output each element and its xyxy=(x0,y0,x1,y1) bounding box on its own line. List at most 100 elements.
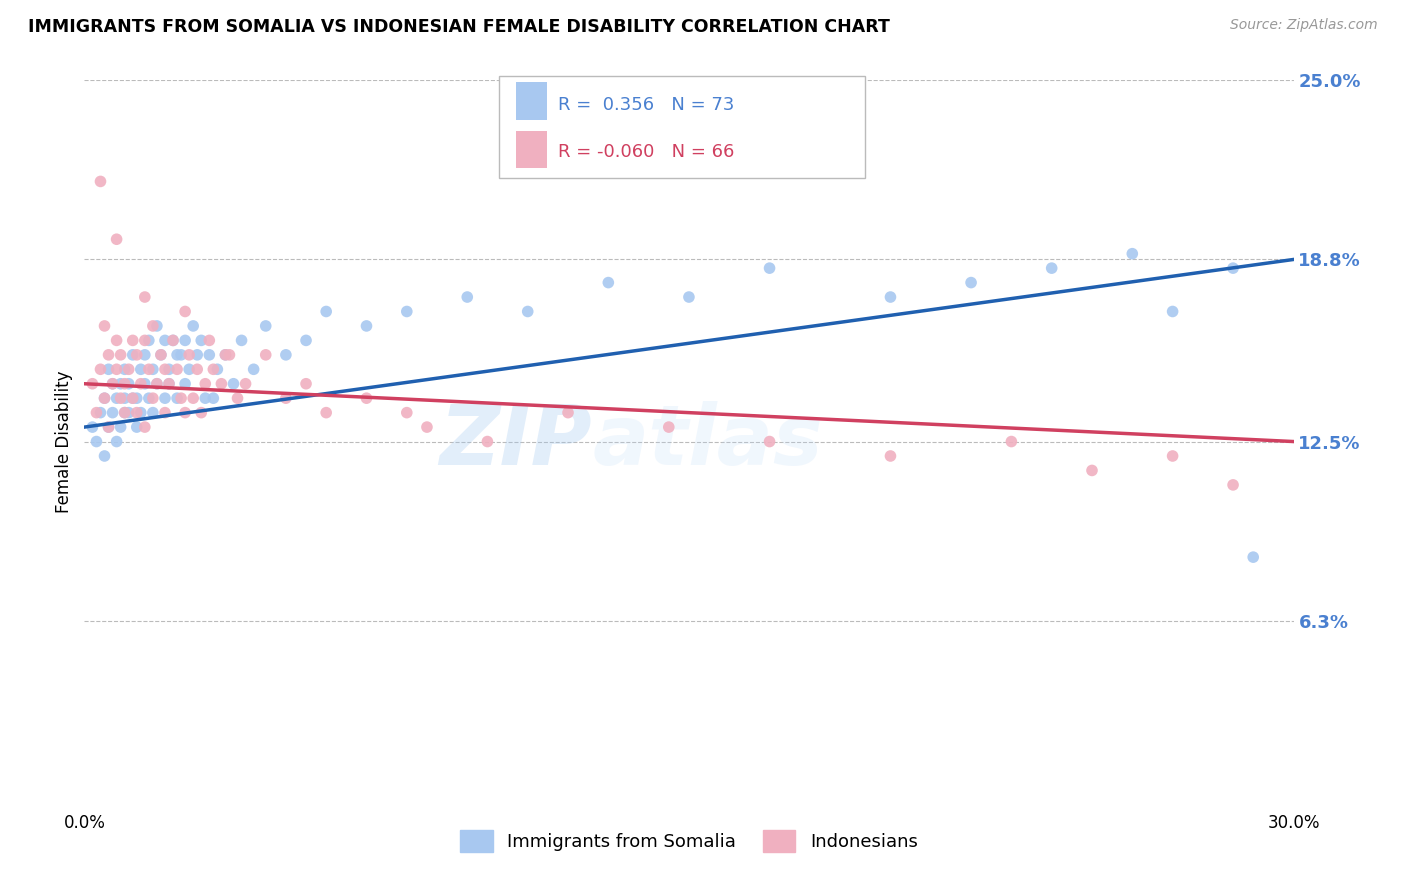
Point xyxy=(1222,478,1244,492)
Point xyxy=(138,334,160,348)
Point xyxy=(89,362,111,376)
Point xyxy=(179,362,201,376)
Point xyxy=(1222,261,1244,276)
Point xyxy=(138,391,160,405)
Point xyxy=(82,420,104,434)
Point xyxy=(395,406,418,420)
Point xyxy=(1161,449,1184,463)
Point xyxy=(142,362,165,376)
Point xyxy=(125,420,148,434)
Point xyxy=(242,362,264,376)
Point xyxy=(146,318,169,333)
Point xyxy=(134,290,156,304)
Point xyxy=(274,391,297,405)
Point xyxy=(134,376,156,391)
Point xyxy=(142,391,165,405)
Point xyxy=(114,362,136,376)
Point xyxy=(110,376,132,391)
Y-axis label: Female Disability: Female Disability xyxy=(55,370,73,513)
Point xyxy=(758,261,780,276)
Point xyxy=(198,348,221,362)
Point xyxy=(170,348,193,362)
Point xyxy=(153,406,176,420)
Point xyxy=(315,406,337,420)
Point xyxy=(118,376,141,391)
Point xyxy=(134,334,156,348)
Point xyxy=(395,304,418,318)
Text: Source: ZipAtlas.com: Source: ZipAtlas.com xyxy=(1230,18,1378,32)
Point xyxy=(121,334,143,348)
Point xyxy=(254,318,277,333)
Point xyxy=(105,391,128,405)
Point xyxy=(149,348,172,362)
Point xyxy=(356,391,378,405)
Point xyxy=(157,376,180,391)
Point xyxy=(153,362,176,376)
Point xyxy=(190,334,212,348)
Point xyxy=(121,348,143,362)
Point xyxy=(1081,463,1104,477)
Point xyxy=(1000,434,1022,449)
Text: atlas: atlas xyxy=(592,401,823,482)
Point xyxy=(598,276,620,290)
Point xyxy=(678,290,700,304)
Point xyxy=(194,391,217,405)
Point xyxy=(82,376,104,391)
Point xyxy=(960,276,983,290)
Point xyxy=(222,376,245,391)
Point xyxy=(254,348,277,362)
Point xyxy=(416,420,439,434)
Point xyxy=(190,406,212,420)
Point xyxy=(129,406,152,420)
Point xyxy=(186,348,208,362)
Point xyxy=(153,334,176,348)
Point xyxy=(105,434,128,449)
Point xyxy=(110,420,132,434)
Point xyxy=(207,362,229,376)
Legend: Immigrants from Somalia, Indonesians: Immigrants from Somalia, Indonesians xyxy=(453,822,925,859)
Point xyxy=(181,391,204,405)
Point xyxy=(157,376,180,391)
Point xyxy=(142,406,165,420)
Point xyxy=(214,348,236,362)
Point xyxy=(89,174,111,188)
Point xyxy=(97,420,120,434)
Point xyxy=(125,391,148,405)
Point xyxy=(105,362,128,376)
Point xyxy=(477,434,499,449)
Point xyxy=(231,334,253,348)
Point xyxy=(157,362,180,376)
Point xyxy=(110,391,132,405)
Point xyxy=(101,406,124,420)
Point xyxy=(235,376,257,391)
Point xyxy=(146,376,169,391)
Point xyxy=(93,318,115,333)
Point xyxy=(134,420,156,434)
Point xyxy=(174,304,197,318)
Point xyxy=(125,348,148,362)
Point xyxy=(101,376,124,391)
Point xyxy=(658,420,681,434)
Point xyxy=(101,376,124,391)
Point xyxy=(186,362,208,376)
Point xyxy=(97,420,120,434)
Point xyxy=(879,290,901,304)
Point xyxy=(1161,304,1184,318)
Point xyxy=(209,376,232,391)
Point xyxy=(86,434,108,449)
Point xyxy=(149,348,172,362)
Point xyxy=(295,376,318,391)
Point xyxy=(89,406,111,420)
Text: ZIP: ZIP xyxy=(440,401,592,482)
Point xyxy=(138,362,160,376)
Point xyxy=(295,334,318,348)
Point xyxy=(153,391,176,405)
Point xyxy=(166,391,188,405)
Point xyxy=(758,434,780,449)
Point xyxy=(174,406,197,420)
Point xyxy=(166,348,188,362)
Point xyxy=(114,406,136,420)
Point xyxy=(226,391,249,405)
Point xyxy=(179,348,201,362)
Point xyxy=(194,376,217,391)
